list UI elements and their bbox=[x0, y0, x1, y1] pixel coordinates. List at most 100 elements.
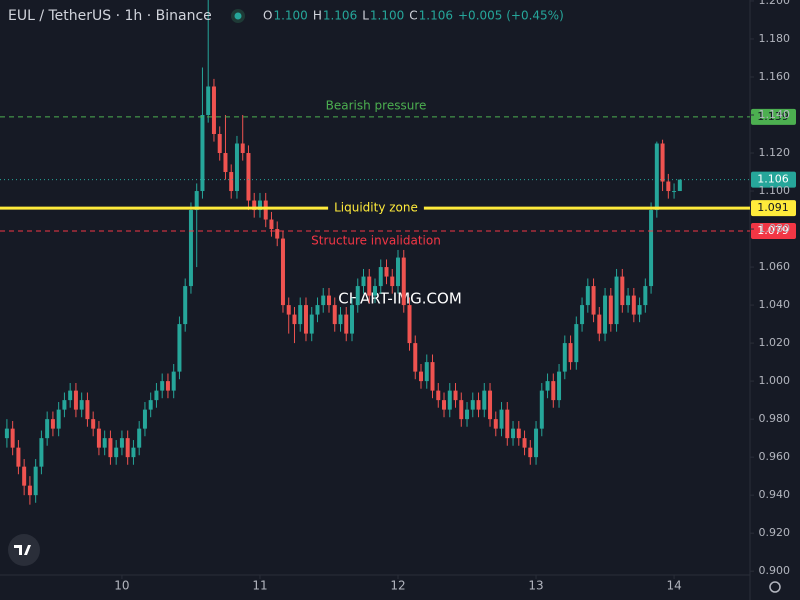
candle-body bbox=[292, 314, 297, 325]
candle-body bbox=[206, 86, 211, 115]
candle-body bbox=[499, 409, 504, 429]
candle-body bbox=[401, 257, 406, 306]
y-tick-label: 0.900 bbox=[759, 564, 791, 577]
candle-body bbox=[643, 286, 648, 306]
y-tick-label: 1.060 bbox=[759, 260, 791, 273]
candle-body bbox=[39, 438, 44, 467]
candle-body bbox=[119, 438, 124, 448]
candle-body bbox=[315, 305, 320, 315]
candle-body bbox=[309, 314, 314, 334]
candle-body bbox=[68, 390, 73, 401]
candle-body bbox=[545, 381, 550, 391]
candle-body bbox=[562, 343, 567, 372]
candle-body bbox=[73, 390, 78, 410]
candle-body bbox=[269, 219, 274, 230]
y-tick-label: 1.080 bbox=[759, 222, 791, 235]
candle-body bbox=[177, 324, 182, 372]
candle-body bbox=[257, 200, 262, 211]
candle-body bbox=[298, 305, 303, 325]
y-tick-label: 0.940 bbox=[759, 488, 791, 501]
candle-body bbox=[27, 485, 32, 496]
level-price-label: 1.091 bbox=[757, 201, 789, 214]
y-tick-label: 1.040 bbox=[759, 298, 791, 311]
x-tick-label: 10 bbox=[114, 579, 129, 593]
y-tick-label: 0.960 bbox=[759, 450, 791, 463]
y-tick-label: 1.020 bbox=[759, 336, 791, 349]
candle-body bbox=[453, 390, 458, 401]
candle-body bbox=[424, 362, 429, 382]
candle-body bbox=[654, 143, 659, 211]
level-label: Bearish pressure bbox=[326, 98, 427, 112]
candle-body bbox=[384, 267, 389, 277]
candle-body bbox=[488, 390, 493, 420]
y-tick-label: 0.980 bbox=[759, 412, 791, 425]
settings-icon[interactable] bbox=[769, 581, 781, 593]
candle-body bbox=[551, 381, 556, 401]
candle-body bbox=[419, 371, 424, 382]
candle-body bbox=[275, 229, 280, 239]
ohlc-key: O bbox=[263, 9, 272, 23]
ohlc-key: C bbox=[409, 9, 417, 23]
candle-body bbox=[114, 447, 119, 458]
ohlc-key: L bbox=[362, 9, 369, 23]
current-price-label-bg bbox=[751, 171, 796, 188]
candle-body bbox=[396, 257, 401, 287]
candle-body bbox=[332, 305, 337, 325]
overlay: Bearish pressure Liquidity zone Structure … bbox=[0, 98, 796, 247]
candle-body bbox=[447, 390, 452, 410]
candle-body bbox=[585, 286, 590, 306]
candle-body bbox=[154, 390, 159, 401]
ohlc-value: 1.100 bbox=[370, 9, 404, 23]
candle-body bbox=[407, 305, 412, 344]
candle-body bbox=[217, 134, 222, 154]
candles bbox=[4, 0, 682, 505]
candle-body bbox=[666, 181, 671, 192]
candle-body bbox=[91, 419, 96, 429]
candle-body bbox=[528, 447, 533, 458]
candle-body bbox=[280, 238, 285, 306]
candle-body bbox=[96, 428, 101, 448]
x-tick-label: 12 bbox=[390, 579, 405, 593]
candle-body bbox=[223, 153, 228, 173]
ohlc-value: 1.106 bbox=[323, 9, 357, 23]
candle-body bbox=[614, 276, 619, 325]
y-tick-label: 0.920 bbox=[759, 526, 791, 539]
candle-body bbox=[56, 409, 61, 429]
candle-body bbox=[465, 409, 470, 420]
candle-body bbox=[516, 428, 521, 439]
candle-body bbox=[349, 305, 354, 334]
candle-body bbox=[211, 86, 216, 135]
y-tick-label: 1.140 bbox=[759, 108, 791, 121]
candle-body bbox=[252, 200, 257, 211]
y-tick-label: 1.200 bbox=[759, 0, 791, 7]
candle-body bbox=[482, 390, 487, 410]
candle-body bbox=[539, 390, 544, 429]
level-price-label: 1.139 bbox=[757, 110, 789, 123]
candle-body bbox=[125, 438, 130, 458]
y-tick-label: 1.180 bbox=[759, 32, 791, 45]
candle-body bbox=[459, 400, 464, 420]
ohlc-key: H bbox=[313, 9, 322, 23]
candle-body bbox=[183, 286, 188, 325]
candle-body bbox=[108, 438, 113, 458]
candle-body bbox=[321, 295, 326, 306]
logo bbox=[14, 545, 31, 555]
candle-body bbox=[4, 428, 9, 439]
ohlc: O 1.100 H 1.106 L 1.100 C 1.106 +0.005 (+0.45%) bbox=[263, 9, 564, 23]
candle-body bbox=[16, 447, 21, 467]
candle-body bbox=[505, 409, 510, 439]
candle-body bbox=[286, 305, 291, 315]
candle-body bbox=[367, 276, 372, 296]
candle-body bbox=[591, 286, 596, 315]
candle-body bbox=[234, 143, 239, 192]
candle-body bbox=[229, 172, 234, 192]
candle-body bbox=[626, 295, 631, 306]
candle-body bbox=[672, 191, 677, 193]
candle-body bbox=[442, 400, 447, 410]
candle-body bbox=[263, 200, 268, 220]
ohlc-value: 1.106 bbox=[419, 9, 453, 23]
candle-body bbox=[413, 343, 418, 372]
candle-body bbox=[165, 381, 170, 391]
candle-body bbox=[361, 276, 366, 287]
